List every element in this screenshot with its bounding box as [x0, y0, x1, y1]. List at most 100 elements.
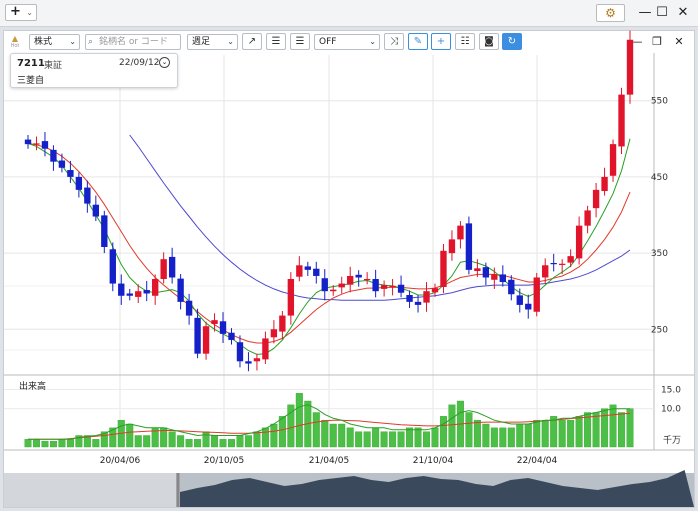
- volume-bar: [49, 441, 57, 448]
- symbol-search-input[interactable]: ⌕ 銘柄名 or コード: [85, 34, 181, 50]
- volume-bar: [32, 439, 40, 448]
- candle-body: [338, 283, 345, 288]
- volume-bar: [423, 431, 431, 448]
- stock-date: 22/09/12: [119, 58, 160, 68]
- candle-body: [304, 266, 311, 270]
- indicator-select-value: OFF: [319, 37, 337, 47]
- settings-sliders-button[interactable]: ☷: [455, 33, 475, 50]
- volume-bar: [100, 431, 108, 448]
- candle-body: [584, 210, 591, 226]
- volume-bar: [329, 423, 337, 448]
- period-select[interactable]: 週足 ⌄: [187, 34, 238, 50]
- window-close-button[interactable]: ✕: [677, 5, 689, 20]
- candle-body: [101, 215, 108, 247]
- candle-body: [202, 326, 210, 354]
- add-window-button[interactable]: + ⌄: [5, 4, 37, 21]
- candle-body: [372, 279, 379, 292]
- candle-body: [448, 239, 456, 254]
- candle-body: [58, 160, 66, 168]
- volume-bar: [295, 393, 303, 448]
- trendline-tool-button[interactable]: ↗: [242, 33, 262, 50]
- market-select[interactable]: 株式 ⌄: [29, 34, 80, 50]
- align-left-icon: ☰: [271, 36, 281, 47]
- candle-body: [270, 329, 278, 338]
- stock-exchange: 東証: [44, 61, 63, 71]
- candle-body: [558, 263, 566, 265]
- screenshot-button[interactable]: ◙: [479, 33, 499, 50]
- volume-bar: [321, 419, 329, 448]
- volume-tick-label: 10.0: [661, 405, 681, 415]
- volume-bar: [312, 412, 320, 448]
- candle-body: [236, 342, 244, 362]
- shuffle-icon: ⤨: [390, 36, 398, 47]
- candle-body: [313, 268, 320, 276]
- indicator-select[interactable]: OFF ⌄: [314, 34, 380, 50]
- plus-icon: +: [10, 4, 21, 19]
- panel-minimize-button[interactable]: —: [631, 35, 643, 48]
- volume-bar: [126, 423, 134, 448]
- window-maximize-button[interactable]: ☐: [656, 5, 668, 20]
- volume-bar: [592, 412, 600, 448]
- candle-body: [168, 256, 176, 278]
- volume-bar: [363, 431, 371, 448]
- candle-body: [609, 144, 617, 176]
- panel-restore-button[interactable]: ❐: [652, 35, 662, 48]
- candle-body: [211, 320, 218, 324]
- volume-tick-label: 15.0: [661, 386, 681, 396]
- market-select-value: 株式: [34, 37, 53, 47]
- panel-close-button[interactable]: ✕: [674, 35, 684, 48]
- volume-bar: [499, 427, 507, 448]
- refresh-icon: ↻: [507, 36, 517, 47]
- candle-body: [499, 274, 506, 283]
- ma-short-line: [27, 138, 631, 355]
- volume-bar: [287, 404, 295, 448]
- candles: [24, 30, 634, 372]
- volume-bar: [92, 439, 100, 448]
- candle-body: [279, 315, 286, 332]
- volume-bar: [584, 412, 592, 448]
- settings-button[interactable]: ⚙: [596, 4, 625, 22]
- chevron-down-icon: ⌄: [369, 37, 376, 46]
- price-tick-label: 450: [651, 173, 668, 183]
- volume-bar: [168, 431, 176, 448]
- volume-bar: [465, 412, 473, 448]
- draw-button[interactable]: ✎: [408, 33, 428, 50]
- align-right-button[interactable]: ☰: [290, 33, 310, 50]
- volume-bar: [194, 439, 202, 448]
- candle-body: [431, 288, 439, 293]
- x-tick-label: 21/10/04: [413, 456, 454, 466]
- volume-bar: [134, 435, 142, 448]
- volume-bar: [618, 412, 626, 448]
- volume-bar: [261, 427, 269, 448]
- candle-body: [135, 291, 142, 297]
- navigator[interactable]: [4, 470, 694, 507]
- candle-body: [533, 277, 540, 312]
- volume-bar: [24, 439, 32, 448]
- refresh-button[interactable]: ↻: [502, 33, 522, 50]
- price-tick-label: 550: [651, 97, 668, 107]
- volume-bar: [626, 408, 634, 448]
- candle-body: [601, 176, 608, 191]
- chevron-down-icon[interactable]: ⌄: [159, 57, 170, 68]
- volume-bar: [406, 427, 414, 448]
- trend-arrow-icon: ↗: [247, 36, 257, 47]
- volume-bar: [575, 416, 583, 448]
- align-left-button[interactable]: ☰: [266, 33, 286, 50]
- navigator-area: [180, 470, 694, 507]
- candle-body: [245, 361, 252, 364]
- candle-body: [482, 267, 490, 278]
- crosshair-button[interactable]: +: [431, 33, 451, 50]
- volume-bar: [516, 423, 524, 448]
- volume-bar: [253, 431, 261, 448]
- price-grid: [4, 53, 694, 451]
- volume-bar: [372, 427, 380, 448]
- x-tick-label: 20/04/06: [100, 456, 141, 466]
- crosshair-icon: +: [436, 36, 446, 47]
- candle-body: [440, 250, 447, 287]
- volume-bar: [109, 427, 117, 448]
- candle-body: [465, 223, 473, 270]
- price-tick-label: 350: [651, 249, 668, 259]
- shuffle-button[interactable]: ⤨: [384, 33, 404, 50]
- window-minimize-button[interactable]: —: [638, 5, 652, 20]
